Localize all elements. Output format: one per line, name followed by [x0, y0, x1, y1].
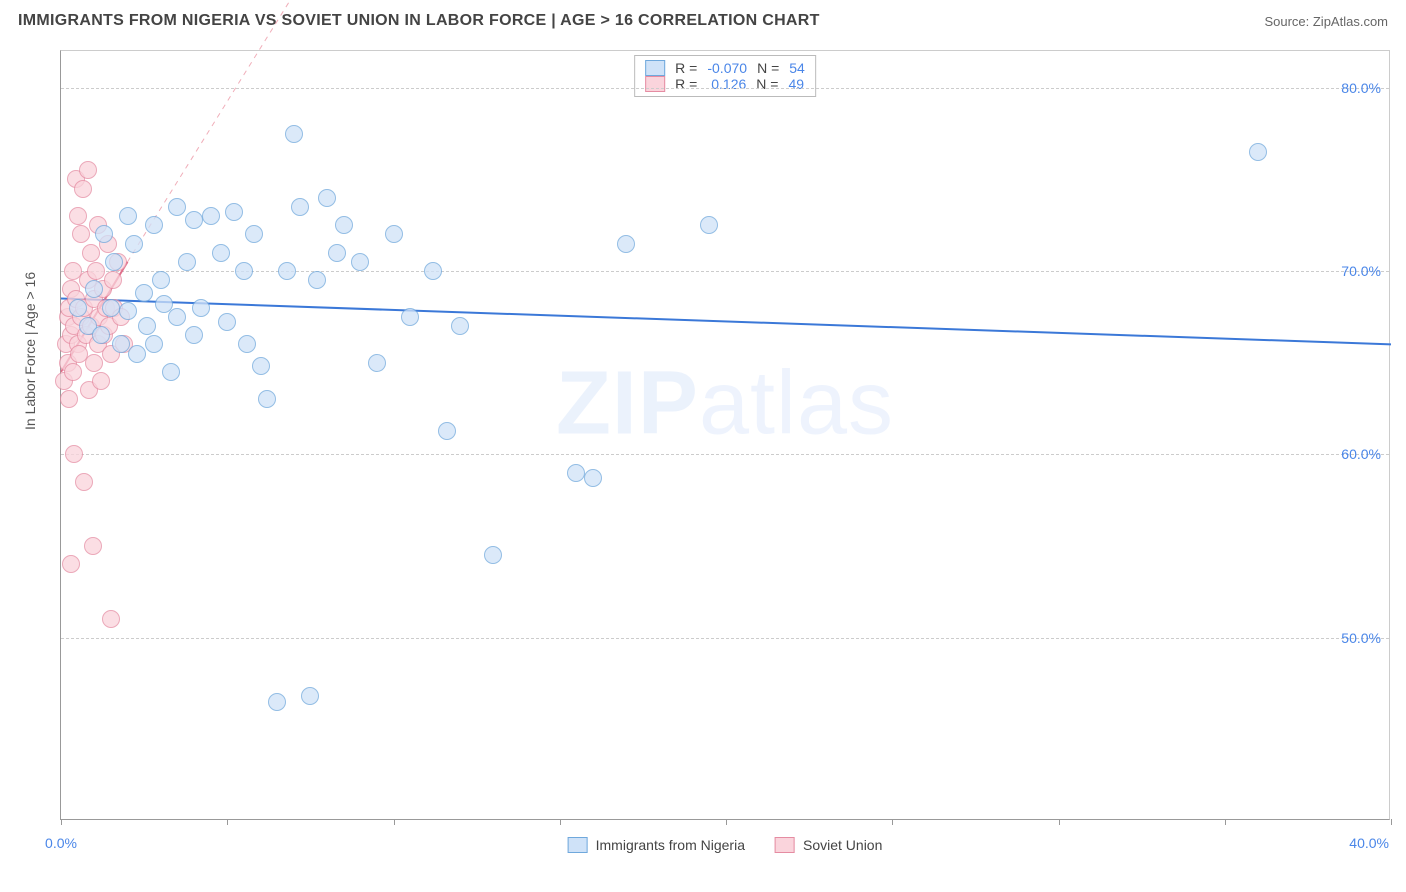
- data-point: [85, 354, 103, 372]
- data-point: [328, 244, 346, 262]
- data-point: [145, 335, 163, 353]
- data-point: [82, 244, 100, 262]
- data-point: [308, 271, 326, 289]
- data-point: [335, 216, 353, 234]
- data-point: [484, 546, 502, 564]
- data-point: [368, 354, 386, 372]
- data-point: [105, 253, 123, 271]
- chart-legend: Immigrants from Nigeria Soviet Union: [568, 837, 883, 853]
- data-point: [700, 216, 718, 234]
- data-point: [72, 225, 90, 243]
- data-point: [69, 207, 87, 225]
- data-point: [258, 390, 276, 408]
- data-point: [1249, 143, 1267, 161]
- data-point: [74, 180, 92, 198]
- data-point: [95, 225, 113, 243]
- data-point: [617, 235, 635, 253]
- y-axis-label: In Labor Force | Age > 16: [22, 272, 38, 430]
- data-point: [245, 225, 263, 243]
- data-point: [218, 313, 236, 331]
- data-point: [268, 693, 286, 711]
- data-point: [252, 357, 270, 375]
- data-point: [401, 308, 419, 326]
- source-attribution: Source: ZipAtlas.com: [1264, 14, 1388, 29]
- data-point: [138, 317, 156, 335]
- data-point: [75, 473, 93, 491]
- data-point: [135, 284, 153, 302]
- data-point: [85, 280, 103, 298]
- data-point: [185, 326, 203, 344]
- data-point: [318, 189, 336, 207]
- data-point: [285, 125, 303, 143]
- legend-label: Soviet Union: [803, 837, 882, 853]
- data-point: [168, 308, 186, 326]
- data-point: [235, 262, 253, 280]
- data-point: [87, 262, 105, 280]
- data-point: [125, 235, 143, 253]
- x-tick: [1391, 819, 1392, 825]
- data-point: [65, 445, 83, 463]
- x-axis-min-label: 0.0%: [45, 835, 77, 851]
- data-point: [145, 216, 163, 234]
- data-point: [301, 687, 319, 705]
- data-point: [92, 372, 110, 390]
- data-point: [162, 363, 180, 381]
- data-point: [128, 345, 146, 363]
- data-point: [238, 335, 256, 353]
- data-point: [119, 207, 137, 225]
- legend-swatch-nigeria: [568, 837, 588, 853]
- data-point: [584, 469, 602, 487]
- data-point: [451, 317, 469, 335]
- x-axis-max-label: 40.0%: [1349, 835, 1389, 851]
- data-point: [79, 161, 97, 179]
- data-point: [291, 198, 309, 216]
- data-point: [69, 299, 87, 317]
- data-point: [119, 302, 137, 320]
- data-point: [438, 422, 456, 440]
- data-point: [424, 262, 442, 280]
- data-point: [225, 203, 243, 221]
- legend-item-nigeria: Immigrants from Nigeria: [568, 837, 745, 853]
- data-point: [152, 271, 170, 289]
- data-point: [62, 555, 80, 573]
- page-title: IMMIGRANTS FROM NIGERIA VS SOVIET UNION …: [18, 12, 820, 30]
- data-point: [168, 198, 186, 216]
- data-point: [567, 464, 585, 482]
- scatter-chart: ZIPatlas R = -0.070 N = 54 R = 0.126 N =…: [60, 50, 1390, 820]
- data-point: [185, 211, 203, 229]
- trend-line: [61, 51, 1391, 821]
- data-point: [178, 253, 196, 271]
- data-point: [192, 299, 210, 317]
- data-point: [351, 253, 369, 271]
- legend-swatch-soviet: [775, 837, 795, 853]
- data-point: [64, 363, 82, 381]
- data-point: [112, 335, 130, 353]
- data-point: [278, 262, 296, 280]
- data-point: [92, 326, 110, 344]
- data-point: [60, 390, 78, 408]
- data-point: [385, 225, 403, 243]
- legend-item-soviet: Soviet Union: [775, 837, 882, 853]
- data-point: [104, 271, 122, 289]
- data-point: [102, 610, 120, 628]
- legend-label: Immigrants from Nigeria: [596, 837, 745, 853]
- data-point: [102, 299, 120, 317]
- data-point: [202, 207, 220, 225]
- data-point: [84, 537, 102, 555]
- data-point: [212, 244, 230, 262]
